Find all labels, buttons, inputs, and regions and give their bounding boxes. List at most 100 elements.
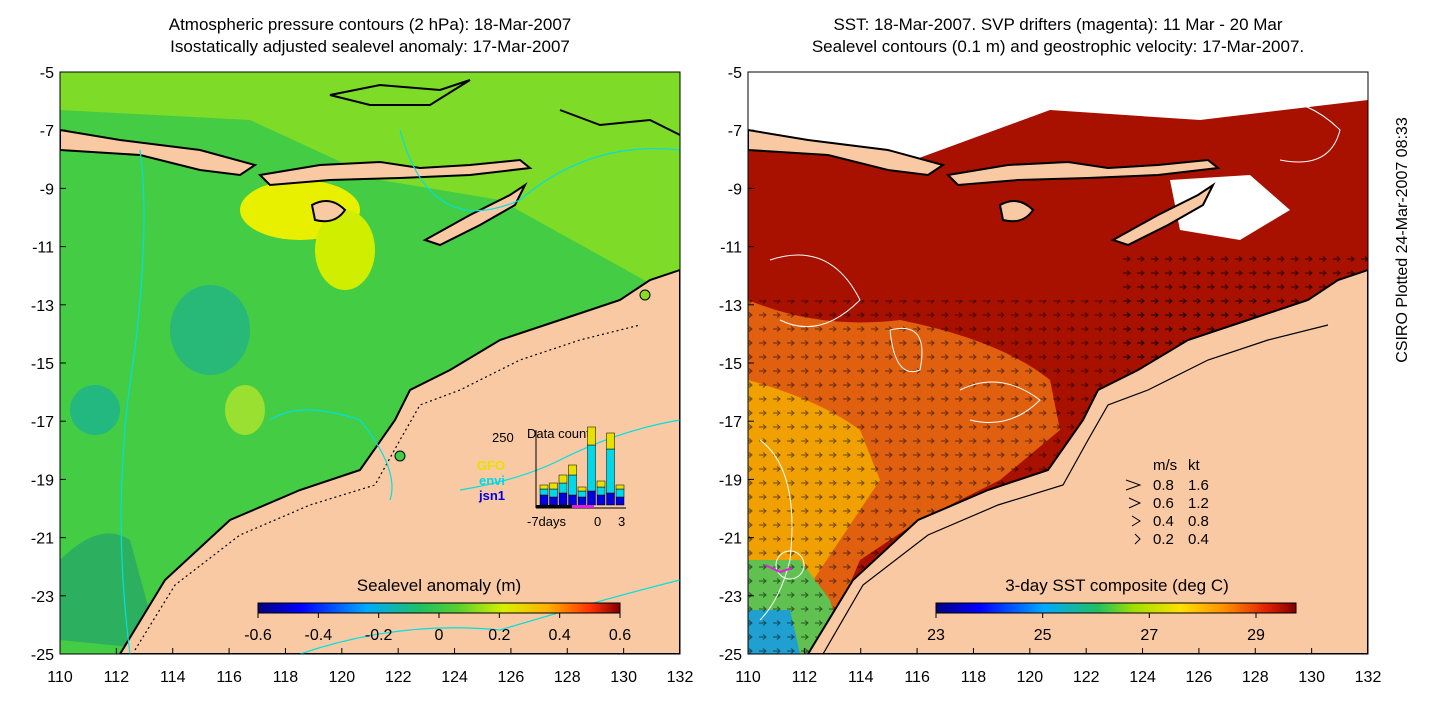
y-tick-label: -13	[31, 298, 54, 315]
y-tick-label: -9	[728, 181, 742, 198]
sealevel-contour	[759, 439, 793, 621]
nusa-tenggara-land	[257, 158, 533, 187]
inset-bar	[539, 484, 549, 490]
legend-envi: envi	[479, 473, 505, 488]
y-tick-label: -13	[719, 298, 742, 315]
velocity-kt: 0.8	[1188, 513, 1209, 530]
timor-land	[1110, 182, 1216, 247]
velocity-arrow-icon	[1134, 533, 1141, 545]
inset-bar	[549, 482, 558, 490]
inset-bar	[549, 488, 558, 498]
y-tick-label: -7	[728, 123, 742, 140]
velocity-header-kt: kt	[1188, 457, 1201, 474]
velocity-arrow-icon	[1131, 515, 1141, 527]
x-tick-label: 114	[848, 669, 874, 686]
inset-bar	[539, 494, 549, 506]
colorbar-tick-label: -0.6	[244, 627, 272, 644]
sealevel-contour	[775, 550, 805, 580]
x-tick-label: 132	[667, 669, 694, 686]
inset-bar	[568, 474, 577, 496]
sst-colorbar-ticks: 23 25 27 29	[927, 613, 1265, 644]
sla-low-patch	[60, 533, 160, 650]
sealevel-contour	[959, 381, 1041, 423]
y-tick-label: -9	[40, 181, 54, 198]
pressure-contour	[399, 129, 680, 212]
colorbar-tick-label: 25	[1034, 627, 1052, 644]
island-outline	[559, 109, 680, 136]
y-tick-label: -21	[31, 531, 54, 548]
y-tick-label: -17	[719, 414, 742, 431]
data-count-inset: Data count 250 -7days 0 3 GFO envi jsn1	[477, 426, 626, 529]
legend-gfo: GFO	[477, 458, 505, 473]
right-panel-title: SST: 18-Mar-2007. SVP drifters (magenta)…	[748, 14, 1368, 58]
inset-bar	[558, 474, 568, 484]
inset-bar	[577, 486, 587, 492]
sumba-land	[998, 200, 1035, 223]
inset-y-tick: 250	[492, 430, 514, 445]
colorbar-tick-label: 0.6	[609, 627, 631, 644]
inset-bar	[558, 492, 568, 506]
y-tick-label: -11	[32, 240, 54, 257]
left-title-line1: Atmospheric pressure contours (2 hPa): 1…	[168, 15, 572, 34]
tide-gauge-marker	[639, 289, 651, 301]
y-tick-label: -19	[719, 472, 742, 489]
sla-colorbar-ticks: -0.6 -0.4 -0.2 0 0.2 0.4 0.6	[244, 613, 631, 644]
right-axes: -5 -7 -9 -11 -13 -15 -17 -19 -21 -23 -25 110 112 114 1…	[719, 65, 1382, 686]
colorbar-tick-label: 0	[435, 627, 444, 644]
x-tick-label: 126	[498, 669, 525, 686]
cloud-mask	[748, 72, 1368, 165]
inset-bar	[587, 444, 596, 492]
island-outline	[329, 79, 471, 106]
java-bali-land	[748, 128, 946, 177]
velocity-ms: 0.4	[1153, 513, 1174, 530]
right-map	[748, 72, 1368, 654]
inset-bar	[606, 432, 615, 450]
inset-now-strip	[572, 505, 594, 508]
sst-colorbar	[935, 602, 1297, 614]
x-tick-label: 116	[216, 669, 242, 686]
y-tick-label: -25	[719, 647, 742, 664]
y-tick-label: -5	[40, 65, 54, 82]
x-tick-label: 120	[328, 669, 355, 686]
velocity-arrow-icon	[1128, 497, 1142, 509]
x-tick-label: 122	[1073, 669, 1100, 686]
legend-jsn1: jsn1	[478, 488, 505, 503]
colorbar-tick-label: -0.2	[365, 627, 393, 644]
inset-bar	[577, 496, 587, 506]
x-tick-label: 126	[1186, 669, 1213, 686]
colorbar-tick-label: 0.4	[549, 627, 571, 644]
inset-bar	[549, 496, 558, 506]
x-tick-label: 120	[1016, 669, 1043, 686]
left-axes: -5 -7 -9 -11 -13 -15 -17 -19 -21 -23 -25 110 112 114 1…	[31, 65, 694, 686]
left-panel-title: Atmospheric pressure contours (2 hPa): 1…	[60, 14, 680, 58]
x-tick-label: 110	[735, 669, 761, 686]
inset-bar	[577, 490, 587, 498]
bathymetry-contour	[822, 324, 1329, 654]
x-tick-label: 118	[961, 669, 987, 686]
y-tick-label: -19	[31, 472, 54, 489]
inset-bar	[596, 480, 606, 488]
sla-colorbar	[257, 602, 621, 614]
inset-past-strip	[536, 505, 590, 508]
pressure-contour	[299, 579, 680, 654]
velocity-ms: 0.8	[1153, 477, 1174, 494]
right-title-line1: SST: 18-Mar-2007. SVP drifters (magenta)…	[833, 15, 1283, 34]
sealevel-contour	[769, 254, 861, 328]
nusa-tenggara-land	[945, 158, 1221, 187]
velocity-kt: 0.4	[1188, 531, 1209, 548]
sst-colorbar-label: 3-day SST composite (deg C)	[1005, 576, 1229, 595]
bathymetry-contour	[134, 324, 641, 651]
velocity-kt: 1.6	[1188, 477, 1209, 494]
x-tick-label: 116	[904, 669, 930, 686]
colorbar-tick-label: 27	[1140, 627, 1158, 644]
australia-land	[118, 268, 680, 654]
inset-bar	[606, 492, 615, 506]
y-tick-label: -25	[31, 647, 54, 664]
pressure-contour	[269, 409, 393, 501]
x-tick-label: 124	[441, 669, 468, 686]
y-tick-label: -5	[728, 65, 742, 82]
colorbar-tick-label: -0.4	[305, 627, 333, 644]
sealevel-contour	[889, 328, 923, 372]
tide-gauge-marker	[394, 450, 406, 462]
